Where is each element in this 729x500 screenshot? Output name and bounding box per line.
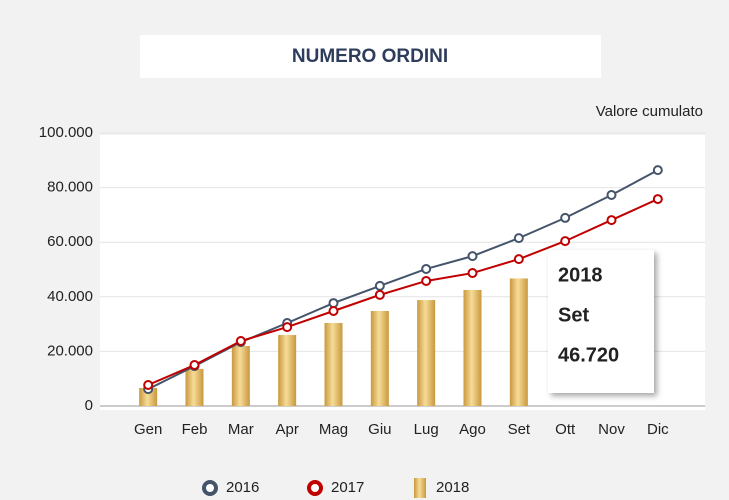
legend-label: 2017 — [331, 479, 364, 496]
point — [235, 336, 246, 347]
y-tick-label: 60.000 — [47, 233, 93, 250]
chart-title: NUMERO ORDINI — [292, 46, 448, 67]
x-tick-label: Gen — [134, 421, 162, 438]
bar — [370, 310, 389, 406]
point — [467, 251, 478, 262]
point — [513, 233, 524, 244]
bar — [417, 300, 436, 406]
y-tick-label: 40.000 — [47, 288, 93, 305]
bar — [185, 368, 204, 406]
point — [560, 236, 571, 247]
bar — [278, 335, 297, 406]
point — [652, 194, 663, 205]
x-tick-label: Nov — [598, 421, 625, 438]
y-tick-label: 100.000 — [39, 124, 93, 141]
bar — [231, 345, 250, 406]
x-tick-label: Set — [508, 421, 531, 438]
legend-swatch — [414, 478, 426, 498]
point — [421, 263, 432, 274]
y-tick-label: 20.000 — [47, 342, 93, 359]
x-tick-label: Ott — [555, 421, 576, 438]
point — [513, 254, 524, 265]
point — [606, 189, 617, 200]
y-tick-label: 0 — [85, 397, 93, 414]
point — [328, 298, 339, 309]
x-tick-label: Ago — [459, 421, 486, 438]
x-tick-label: Mag — [319, 421, 348, 438]
point — [374, 289, 385, 300]
y-tick-label: 80.000 — [47, 179, 93, 196]
point — [328, 305, 339, 316]
callout-box — [548, 250, 654, 393]
legend-label: 2016 — [226, 479, 259, 496]
line — [147, 198, 659, 386]
point — [606, 215, 617, 226]
title-box — [140, 35, 601, 78]
point — [652, 165, 663, 176]
point — [421, 275, 432, 286]
x-tick-label: Apr — [275, 421, 298, 438]
bar — [139, 387, 158, 406]
legend-swatch — [307, 480, 323, 496]
x-tick-label: Dic — [647, 421, 669, 438]
callout-text: 46.720 — [558, 344, 619, 366]
x-tick-label: Feb — [182, 421, 208, 438]
plot — [100, 132, 705, 407]
point — [282, 322, 293, 333]
point — [560, 212, 571, 223]
point — [374, 280, 385, 291]
legend-swatch — [202, 480, 218, 496]
legend-label: 2018 — [436, 479, 469, 496]
subtitle: Valore cumulato — [596, 103, 703, 120]
point — [467, 268, 478, 279]
callout-text: 2018 — [558, 264, 603, 286]
point — [189, 360, 200, 371]
bar — [324, 323, 343, 406]
x-tick-label: Mar — [228, 421, 254, 438]
bar — [509, 278, 528, 406]
x-tick-label: Giu — [368, 421, 391, 438]
bar — [463, 289, 482, 406]
x-tick-label: Lug — [414, 421, 439, 438]
callout-text: Set — [558, 304, 589, 326]
point — [143, 379, 154, 390]
